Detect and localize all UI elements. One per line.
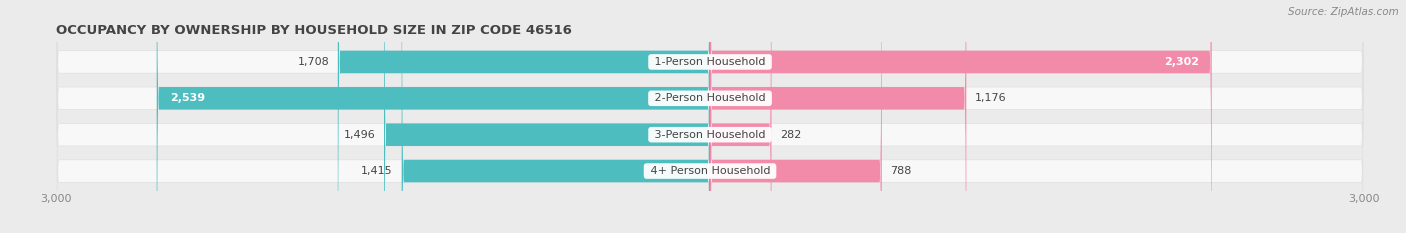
Text: 4+ Person Household: 4+ Person Household: [647, 166, 773, 176]
FancyBboxPatch shape: [56, 0, 1364, 233]
FancyBboxPatch shape: [384, 0, 710, 233]
FancyBboxPatch shape: [710, 0, 966, 233]
Text: 1,415: 1,415: [361, 166, 392, 176]
FancyBboxPatch shape: [710, 0, 772, 233]
Text: OCCUPANCY BY OWNERSHIP BY HOUSEHOLD SIZE IN ZIP CODE 46516: OCCUPANCY BY OWNERSHIP BY HOUSEHOLD SIZE…: [56, 24, 572, 37]
FancyBboxPatch shape: [337, 0, 710, 233]
Text: 282: 282: [780, 130, 801, 140]
Legend: Owner-occupied, Renter-occupied: Owner-occupied, Renter-occupied: [581, 230, 839, 233]
Text: 2,302: 2,302: [1164, 57, 1199, 67]
FancyBboxPatch shape: [710, 0, 882, 233]
Text: Source: ZipAtlas.com: Source: ZipAtlas.com: [1288, 7, 1399, 17]
FancyBboxPatch shape: [402, 0, 710, 233]
Text: 1,496: 1,496: [343, 130, 375, 140]
FancyBboxPatch shape: [56, 0, 1364, 233]
FancyBboxPatch shape: [56, 0, 1364, 233]
FancyBboxPatch shape: [56, 0, 1364, 233]
FancyBboxPatch shape: [710, 0, 1212, 233]
Text: 788: 788: [890, 166, 912, 176]
Text: 1,708: 1,708: [297, 57, 329, 67]
Text: 1-Person Household: 1-Person Household: [651, 57, 769, 67]
FancyBboxPatch shape: [156, 0, 710, 233]
Text: 2,539: 2,539: [170, 93, 205, 103]
Text: 2-Person Household: 2-Person Household: [651, 93, 769, 103]
Text: 1,176: 1,176: [974, 93, 1007, 103]
Text: 3-Person Household: 3-Person Household: [651, 130, 769, 140]
